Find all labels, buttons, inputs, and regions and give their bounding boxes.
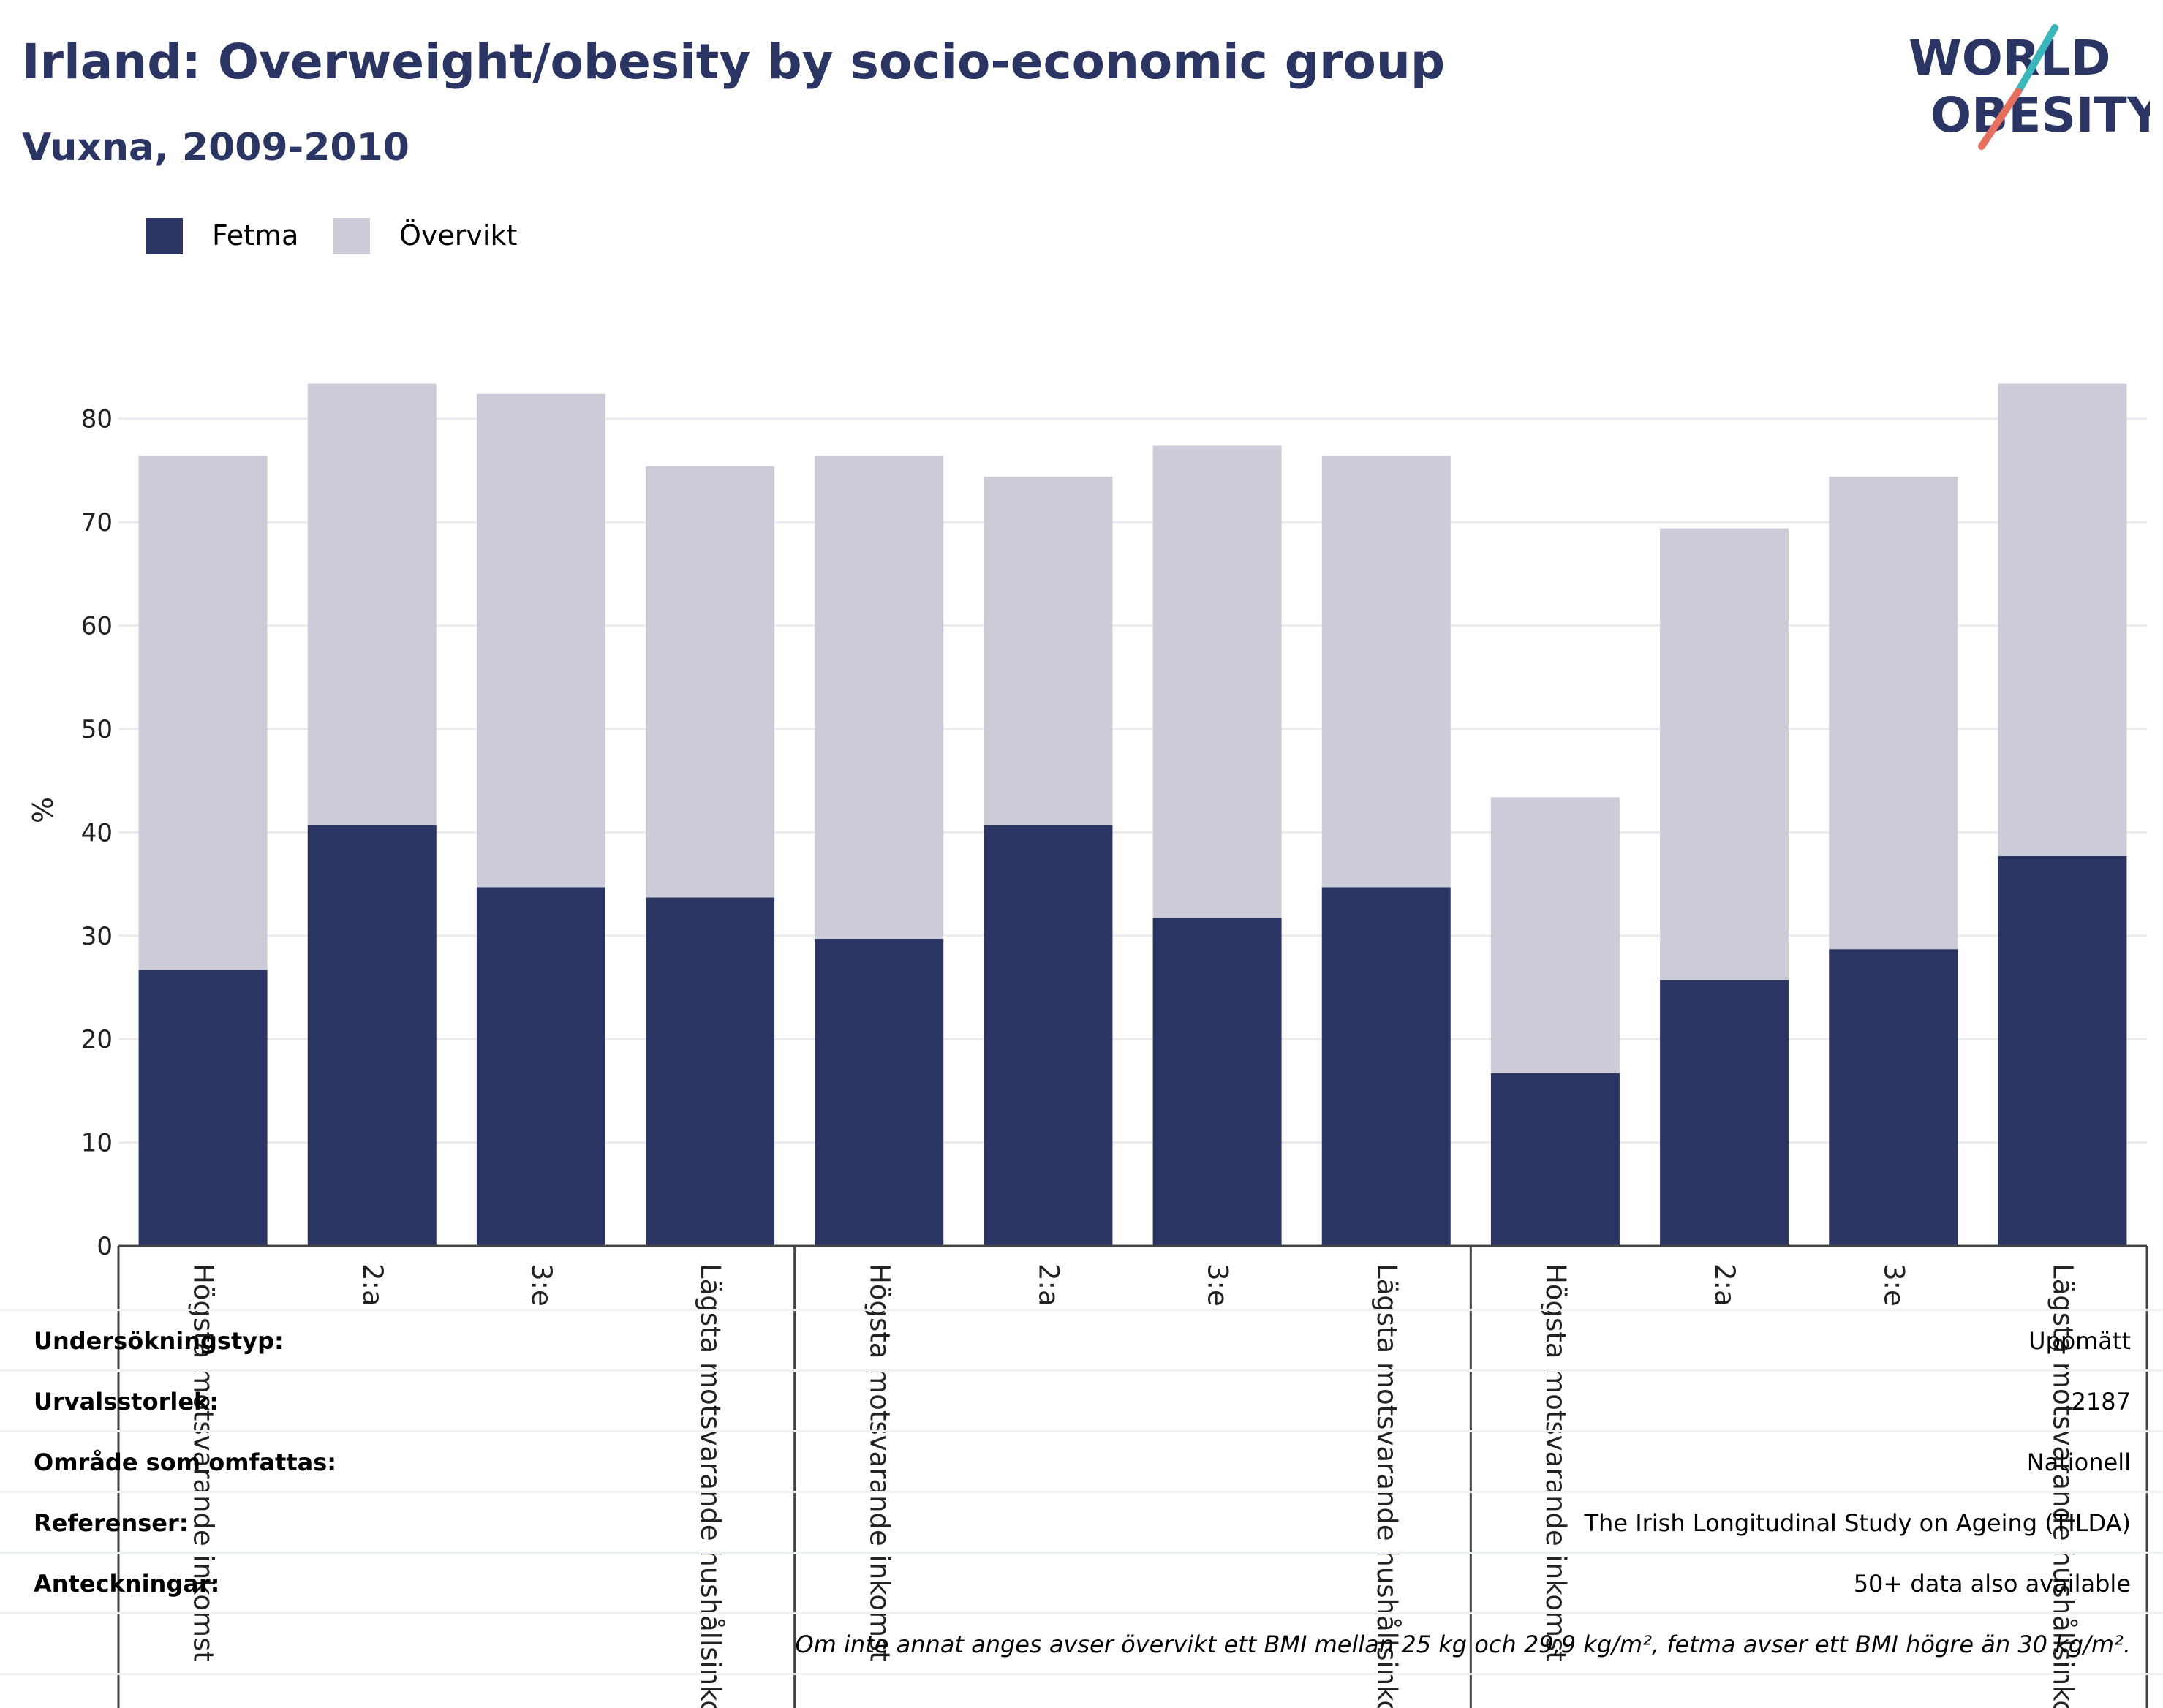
y-tick-label: 0: [97, 1232, 113, 1261]
info-row: Om inte annat anges avser övervikt ett B…: [0, 1612, 2163, 1673]
info-row: Område som omfattas: Nationell: [0, 1430, 2163, 1491]
bar-overvikt[interactable]: [1490, 797, 1620, 1073]
legend-swatch-overvikt: [333, 218, 370, 254]
bars: [138, 383, 2127, 1246]
y-tick-label: 60: [81, 612, 113, 641]
bar-fetma[interactable]: [1998, 855, 2127, 1246]
info-key: Område som omfattas:: [34, 1448, 337, 1476]
x-tick-label: Högsta motsvarande inkomst: [1540, 1263, 1571, 1662]
logo-slash-coral: [1978, 88, 2022, 150]
x-tick-label: Högsta motsvarande inkomst: [864, 1263, 895, 1662]
info-row: Anteckningar: 50+ data also available: [0, 1552, 2163, 1612]
info-row: Undersökningstyp: Uppmätt: [0, 1309, 2163, 1369]
info-value: 50+ data also available: [1853, 1570, 2131, 1598]
bar-fetma[interactable]: [984, 825, 1113, 1246]
bar-overvikt[interactable]: [984, 476, 1113, 825]
bar-overvikt[interactable]: [1152, 445, 1282, 918]
y-tick-label: 20: [81, 1025, 113, 1054]
world-obesity-logo: WORLD OBESITY: [1909, 24, 2150, 150]
info-value: The Irish Longitudinal Study on Ageing (…: [1584, 1509, 2132, 1537]
y-tick-label: 70: [81, 508, 113, 537]
bar-fetma[interactable]: [1152, 918, 1282, 1246]
bar-overvikt[interactable]: [307, 383, 437, 825]
info-row-border: [0, 1673, 2163, 1675]
bar-fetma[interactable]: [307, 825, 437, 1246]
x-tick-label: 3:e: [1202, 1263, 1234, 1307]
bar-overvikt[interactable]: [1321, 456, 1451, 888]
y-tick-label: 30: [81, 922, 113, 951]
x-tick-label: 3:e: [526, 1263, 557, 1307]
bar-fetma[interactable]: [815, 939, 944, 1246]
info-row: Referenser: The Irish Longitudinal Study …: [0, 1491, 2163, 1552]
x-tick-label: 2:a: [357, 1263, 388, 1307]
x-tick-label: 3:e: [1878, 1263, 1909, 1307]
bar-overvikt[interactable]: [815, 456, 944, 940]
info-value: 2187: [2071, 1388, 2131, 1416]
info-row: Urvalsstorlek: 2187: [0, 1369, 2163, 1430]
x-tick-label: Lägsta motsvarande hushållsinkomst: [2047, 1263, 2078, 1708]
chart-subtitle: Vuxna, 2009-2010: [22, 126, 409, 170]
bar-fetma[interactable]: [1660, 980, 1789, 1246]
logo-slash-teal: [2015, 24, 2058, 95]
info-key: Referenser:: [34, 1509, 189, 1537]
bar-overvikt[interactable]: [1998, 383, 2127, 856]
bar-fetma[interactable]: [1490, 1073, 1620, 1246]
legend-swatch-fetma: [146, 218, 183, 254]
info-key: Anteckningar:: [34, 1570, 220, 1598]
x-tick-label: 2:a: [1033, 1263, 1064, 1307]
info-value: Uppmätt: [2028, 1327, 2131, 1355]
bar-overvikt[interactable]: [1660, 528, 1789, 980]
y-axis-title: %: [27, 797, 59, 823]
legend-label-overvikt: Övervikt: [399, 219, 518, 252]
bar-fetma[interactable]: [138, 970, 268, 1246]
logo-text-world: WORLD: [1909, 30, 2111, 86]
info-note: Om inte annat anges avser övervikt ett B…: [795, 1630, 2131, 1658]
bar-fetma[interactable]: [1829, 949, 1958, 1246]
x-tick-label: Lägsta motsvarande hushållsinkomst: [1371, 1263, 1403, 1708]
info-key: Urvalsstorlek:: [34, 1388, 219, 1416]
logo-text-obesity: OBESITY: [1930, 87, 2150, 143]
y-tick-label: 80: [81, 405, 113, 434]
y-tick-label: 40: [81, 818, 113, 847]
info-key: Undersökningstyp:: [34, 1327, 284, 1355]
bar-fetma[interactable]: [1321, 887, 1451, 1246]
x-tick-label: 2:a: [1709, 1263, 1740, 1307]
x-axis: Högsta motsvarande inkomst 2:a 3:e Lägsta m…: [117, 1244, 2148, 1708]
x-tick-label: Lägsta motsvarande hushållsinkomst: [695, 1263, 726, 1708]
bar-fetma[interactable]: [646, 897, 775, 1246]
bar-overvikt[interactable]: [1829, 476, 1958, 950]
bar-overvikt[interactable]: [138, 456, 268, 970]
y-tick-label: 50: [81, 715, 113, 744]
info-value: Nationell: [2026, 1448, 2131, 1476]
y-tick-label: 10: [81, 1129, 113, 1158]
bar-fetma[interactable]: [476, 887, 605, 1246]
bar-overvikt[interactable]: [476, 393, 605, 888]
legend-label-fetma: Fetma: [212, 219, 299, 252]
chart-title: Irland: Overweight/obesity by socio-econ…: [22, 34, 1446, 90]
y-axis: 0 10 20 30 40 50 60 70 80: [81, 405, 113, 1261]
bar-overvikt[interactable]: [646, 466, 775, 898]
x-tick-label: Högsta motsvarande inkomst: [188, 1263, 219, 1662]
